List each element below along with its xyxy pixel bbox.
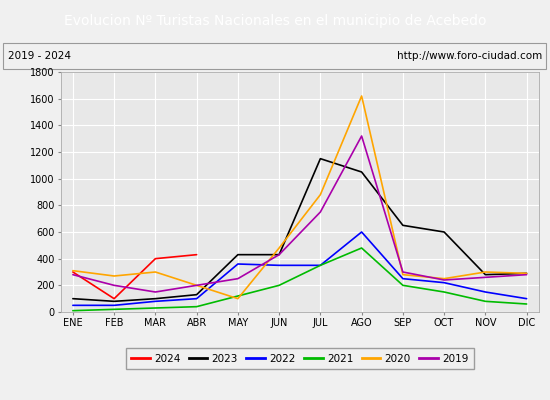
Text: 2019 - 2024: 2019 - 2024 [8,51,72,61]
Text: http://www.foro-ciudad.com: http://www.foro-ciudad.com [397,51,542,61]
Text: Evolucion Nº Turistas Nacionales en el municipio de Acebedo: Evolucion Nº Turistas Nacionales en el m… [64,14,486,28]
Legend: 2024, 2023, 2022, 2021, 2020, 2019: 2024, 2023, 2022, 2021, 2020, 2019 [126,348,474,369]
